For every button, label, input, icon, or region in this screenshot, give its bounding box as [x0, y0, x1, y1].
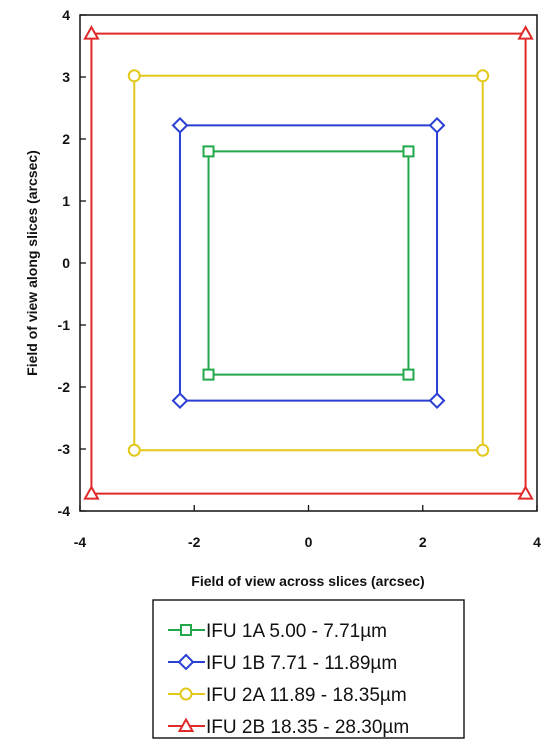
series-4-point-1 [83, 25, 100, 40]
legend-label-2: IFU 1B 7.71 - 11.89µm [206, 653, 397, 674]
series-2-point-1 [171, 116, 189, 134]
y-tick-label-8: -3 [58, 441, 71, 457]
y-tick-label-2: 3 [62, 69, 70, 85]
y-tick-label-5: 0 [62, 255, 70, 271]
series-4-point-3 [517, 485, 534, 500]
x-axis-ticks: -4 -2 0 2 4 [74, 505, 541, 550]
x-tick-label-1: -4 [74, 534, 87, 550]
legend-item-2: IFU 1B 7.71 - 11.89µm [168, 653, 397, 674]
y-tick-label-9: -4 [58, 503, 71, 519]
series-2-point-2 [428, 116, 446, 134]
series-1-point-3 [402, 368, 415, 381]
x-tick-label-2: -2 [188, 534, 201, 550]
legend-label-3: IFU 2A 11.89 - 18.35µm [206, 685, 407, 706]
series-2-point-4 [171, 392, 189, 410]
y-axis-ticks: 4 3 2 1 0 -1 -2 -3 -4 [58, 7, 86, 519]
series-4-point-4 [83, 485, 100, 500]
legend-item-1: IFU 1A 5.00 - 7.71µm [168, 621, 387, 642]
legend: IFU 1A 5.00 - 7.71µm IFU 1B 7.71 - 11.89µ… [152, 599, 465, 739]
y-tick-label-6: -1 [58, 317, 71, 333]
legend-marker-1 [180, 624, 192, 636]
series-4-point-2 [517, 25, 534, 40]
y-tick-label-4: 1 [62, 193, 70, 209]
legend-marker-4 [177, 717, 195, 732]
series-1-point-4 [202, 368, 215, 381]
y-axis-title: Field of view along slices (arcsec) [24, 150, 40, 376]
series-2-point-3 [428, 392, 446, 410]
x-tick-label-4: 2 [419, 534, 427, 550]
legend-item-3: IFU 2A 11.89 - 18.35µm [168, 685, 407, 706]
series-3-point-3 [476, 443, 490, 457]
legend-item-4: IFU 2B 18.35 - 28.30µm [168, 717, 409, 738]
x-axis-title: Field of view across slices (arcsec) [191, 573, 424, 589]
series-3-point-4 [127, 443, 141, 457]
legend-items: IFU 1A 5.00 - 7.71µm IFU 1B 7.71 - 11.89µ… [168, 621, 409, 738]
y-tick-label-3: 2 [62, 131, 70, 147]
y-tick-label-1: 4 [62, 7, 70, 23]
series-3-point-1 [127, 69, 141, 83]
x-tick-label-5: 4 [533, 534, 541, 550]
legend-marker-2 [177, 653, 195, 671]
series-1-point-2 [402, 145, 415, 158]
y-tick-label-7: -2 [58, 379, 71, 395]
legend-box [152, 599, 465, 739]
series-3-point-2 [476, 69, 490, 83]
marker-layer [83, 25, 534, 500]
legend-label-4: IFU 2B 18.35 - 28.30µm [206, 717, 409, 738]
series-1-point-1 [202, 145, 215, 158]
legend-label-1: IFU 1A 5.00 - 7.71µm [206, 621, 387, 642]
x-tick-label-3: 0 [305, 534, 313, 550]
legend-marker-3 [179, 687, 193, 701]
